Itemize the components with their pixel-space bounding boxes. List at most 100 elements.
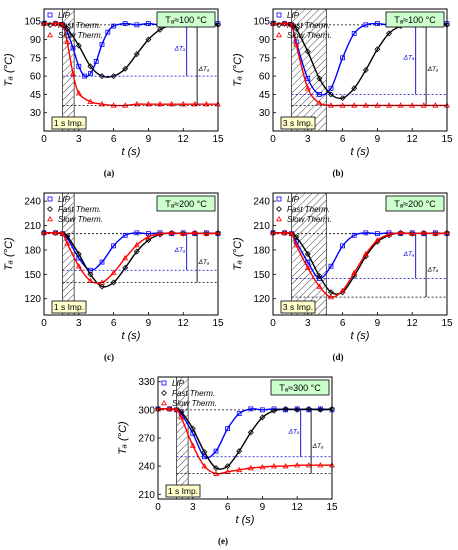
legend-label: Fast Therm.: [287, 205, 330, 214]
data-point: [293, 233, 300, 240]
data-point: [420, 229, 427, 236]
data-point: [122, 232, 128, 238]
data-point: [271, 407, 277, 414]
delta-label: ΔTₐ: [427, 66, 439, 73]
data-point: [304, 85, 311, 91]
data-point: [271, 463, 277, 469]
data-point: [288, 21, 295, 28]
data-point: [328, 263, 334, 269]
data-point: [293, 241, 300, 248]
panel-label: (d): [333, 352, 344, 362]
data-point: [409, 230, 416, 236]
legend-marker: [161, 380, 167, 386]
delta-label: ΔTₐ: [403, 251, 415, 258]
x-tick-label: 15: [441, 134, 453, 145]
series-line-2: [272, 231, 448, 298]
y-tick-label: 240: [253, 197, 270, 208]
x-tick-label: 9: [260, 502, 266, 513]
data-point: [362, 67, 369, 73]
x-tick-label: 3: [305, 318, 311, 329]
data-point: [111, 243, 116, 249]
data-point: [180, 230, 187, 236]
data-point: [180, 230, 187, 237]
delta-label: ΔTₐ: [312, 443, 324, 450]
y-tick-label: 240: [138, 462, 155, 473]
legend-label: LIP: [58, 195, 71, 204]
delta-label: ΔTₐ: [198, 66, 210, 73]
data-point: [110, 279, 117, 286]
data-point: [178, 414, 185, 420]
legend-label: Fast Therm.: [58, 21, 101, 30]
x-tick-label: 6: [340, 318, 346, 329]
data-point: [75, 90, 82, 96]
data-point: [247, 464, 254, 471]
y-tick-label: 75: [259, 53, 271, 64]
pulse-label-box: [51, 116, 87, 130]
legend-marker: [161, 390, 167, 396]
data-point: [374, 231, 380, 237]
chart-panel-a: ΔTₐ ΔTₐ 0 3 6 9 12 15 30 45 60 75 90 105 Tₐ (°C) t (s) (…: [3, 8, 224, 178]
data-point: [432, 230, 439, 237]
x-axis-label: t (s): [122, 330, 141, 342]
data-point: [374, 21, 380, 27]
data-point: [304, 264, 311, 271]
y-tick-label: 90: [30, 35, 42, 46]
data-point: [99, 73, 105, 80]
x-tick-label: 15: [441, 318, 453, 329]
x-tick-label: 0: [155, 502, 161, 513]
x-tick-label: 15: [326, 502, 338, 513]
legend-label: Slow Therm.: [287, 31, 332, 40]
data-point: [397, 229, 404, 236]
pulse-label-box: [280, 300, 316, 314]
data-point: [339, 287, 346, 293]
legend-label: LIP: [287, 11, 300, 20]
data-point: [316, 283, 323, 289]
data-point: [305, 405, 312, 412]
y-tick-label: 60: [30, 72, 42, 83]
x-axis-label: t (s): [351, 330, 370, 342]
delta-label: ΔTₐ: [403, 55, 415, 62]
legend-marker: [276, 206, 282, 212]
data-point: [288, 230, 295, 236]
legend-marker: [276, 196, 282, 202]
data-point: [173, 406, 180, 413]
data-point: [191, 229, 198, 236]
x-tick-label: 6: [340, 134, 346, 145]
data-point: [134, 22, 140, 28]
data-point: [134, 230, 140, 236]
data-point: [191, 229, 198, 236]
data-point: [59, 21, 66, 28]
data-point: [362, 250, 369, 257]
data-point: [386, 30, 392, 37]
legend-marker: [47, 196, 53, 202]
y-tick-label: 330: [138, 377, 155, 388]
condition-label: Tₐ≈100 °C: [394, 15, 436, 25]
data-point: [304, 251, 311, 257]
y-tick-label: 30: [30, 108, 42, 119]
data-point: [351, 30, 357, 36]
data-point: [166, 405, 173, 412]
legend-marker: [276, 31, 282, 38]
data-point: [145, 233, 152, 240]
data-point: [203, 101, 210, 107]
y-tick-label: 45: [259, 90, 271, 101]
data-point: [259, 407, 265, 413]
legend-label: Fast Therm.: [287, 21, 330, 30]
condition-label: Tₐ≈300 °C: [279, 383, 321, 393]
data-point: [351, 232, 357, 238]
y-tick-label: 240: [24, 197, 41, 208]
x-tick-label: 6: [111, 318, 117, 329]
pulse-label: 1 s Imp.: [54, 302, 84, 312]
delta-label: ΔTₐ: [198, 259, 210, 266]
x-axis-label: t (s): [122, 146, 141, 158]
data-point: [145, 101, 152, 107]
delta-label: ΔTₐ: [427, 266, 439, 273]
delta-label: ΔTₐ: [174, 45, 186, 52]
data-point: [133, 241, 140, 248]
data-point: [145, 21, 151, 27]
data-point: [305, 76, 311, 81]
data-point: [340, 55, 345, 61]
data-point: [363, 22, 369, 28]
x-tick-label: 0: [270, 134, 276, 145]
